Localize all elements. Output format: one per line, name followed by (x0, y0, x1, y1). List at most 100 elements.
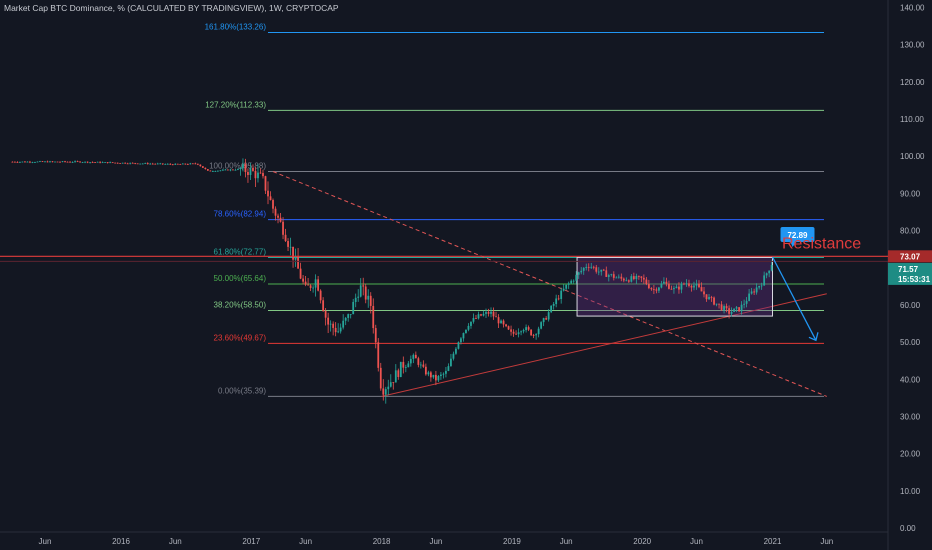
candle[interactable] (267, 181, 269, 205)
candle[interactable] (124, 162, 127, 164)
candle[interactable] (216, 170, 219, 172)
candle[interactable] (485, 308, 487, 318)
candle[interactable] (359, 278, 362, 298)
candle[interactable] (249, 163, 252, 180)
candle[interactable] (419, 361, 422, 369)
candle[interactable] (277, 213, 279, 224)
candle[interactable] (259, 168, 262, 174)
candle[interactable] (96, 161, 99, 163)
candle[interactable] (622, 277, 625, 283)
candle[interactable] (535, 333, 538, 340)
candle[interactable] (141, 163, 144, 165)
candle[interactable] (91, 161, 94, 163)
candle[interactable] (550, 305, 553, 314)
candle[interactable] (247, 168, 249, 183)
candle[interactable] (630, 274, 633, 283)
candle[interactable] (688, 279, 690, 288)
candle[interactable] (660, 280, 663, 289)
candle[interactable] (562, 284, 565, 292)
candle[interactable] (495, 311, 497, 318)
candle[interactable] (367, 289, 370, 308)
candle[interactable] (462, 332, 465, 342)
candle[interactable] (700, 282, 703, 292)
candle[interactable] (174, 163, 177, 165)
candle[interactable] (487, 308, 490, 317)
candle[interactable] (324, 307, 327, 326)
candle[interactable] (437, 375, 440, 383)
candle[interactable] (758, 285, 761, 290)
candle[interactable] (680, 281, 683, 294)
candle[interactable] (465, 329, 467, 334)
candle[interactable] (585, 263, 588, 271)
candle[interactable] (114, 162, 117, 164)
candle[interactable] (322, 297, 325, 312)
candle[interactable] (81, 161, 84, 164)
candle[interactable] (206, 168, 209, 171)
candle[interactable] (156, 162, 159, 165)
candle[interactable] (708, 293, 710, 301)
candle[interactable] (447, 363, 450, 372)
candle[interactable] (387, 379, 390, 396)
candle[interactable] (264, 175, 267, 195)
candle[interactable] (201, 166, 204, 168)
candle[interactable] (297, 248, 299, 269)
candle[interactable] (244, 158, 247, 178)
candle[interactable] (284, 228, 287, 242)
candle[interactable] (229, 169, 232, 172)
candle[interactable] (224, 168, 227, 171)
candle[interactable] (24, 161, 26, 163)
candle[interactable] (730, 307, 733, 317)
candle[interactable] (126, 162, 129, 165)
candle[interactable] (497, 314, 500, 328)
time-axis[interactable]: Jun 2016 Jun 2017 Jun 2018 Jun 2019 Jun 2020 Jun 20… (39, 537, 834, 546)
candle[interactable] (204, 167, 207, 170)
candle[interactable] (652, 284, 655, 294)
candle[interactable] (11, 161, 14, 163)
candle[interactable] (740, 301, 743, 315)
candle[interactable] (19, 161, 21, 163)
candle[interactable] (49, 160, 51, 163)
candle[interactable] (294, 248, 297, 267)
candle[interactable] (374, 324, 377, 349)
candle[interactable] (527, 325, 530, 332)
candle[interactable] (139, 163, 142, 165)
candle[interactable] (84, 161, 86, 164)
candle[interactable] (269, 191, 272, 201)
candle[interactable] (26, 161, 29, 163)
candle[interactable] (94, 162, 97, 164)
candle[interactable] (51, 160, 54, 163)
candle[interactable] (317, 276, 320, 292)
candle[interactable] (592, 265, 595, 270)
candle[interactable] (500, 319, 502, 324)
candle[interactable] (71, 161, 74, 163)
candle[interactable] (755, 283, 758, 295)
candle[interactable] (457, 341, 460, 350)
candle[interactable] (728, 305, 730, 319)
candle[interactable] (753, 288, 756, 295)
candle[interactable] (169, 163, 172, 165)
candle[interactable] (186, 163, 189, 165)
candle[interactable] (723, 304, 725, 314)
candle[interactable] (440, 371, 442, 380)
candle[interactable] (607, 273, 610, 282)
candle[interactable] (733, 308, 735, 313)
candle[interactable] (414, 351, 417, 359)
candle[interactable] (532, 333, 535, 339)
candle[interactable] (209, 170, 212, 172)
candle[interactable] (537, 326, 540, 338)
candle[interactable] (16, 161, 19, 163)
candle[interactable] (99, 161, 102, 164)
candle[interactable] (287, 238, 289, 252)
candle[interactable] (319, 289, 322, 304)
candle[interactable] (768, 270, 771, 278)
candle[interactable] (66, 161, 69, 163)
candle[interactable] (302, 275, 304, 285)
candle[interactable] (530, 329, 533, 337)
candle[interactable] (101, 161, 104, 164)
candle[interactable] (715, 303, 718, 307)
candle[interactable] (31, 161, 34, 164)
candle[interactable] (690, 284, 693, 292)
candle[interactable] (334, 322, 337, 337)
candle[interactable] (570, 279, 573, 285)
